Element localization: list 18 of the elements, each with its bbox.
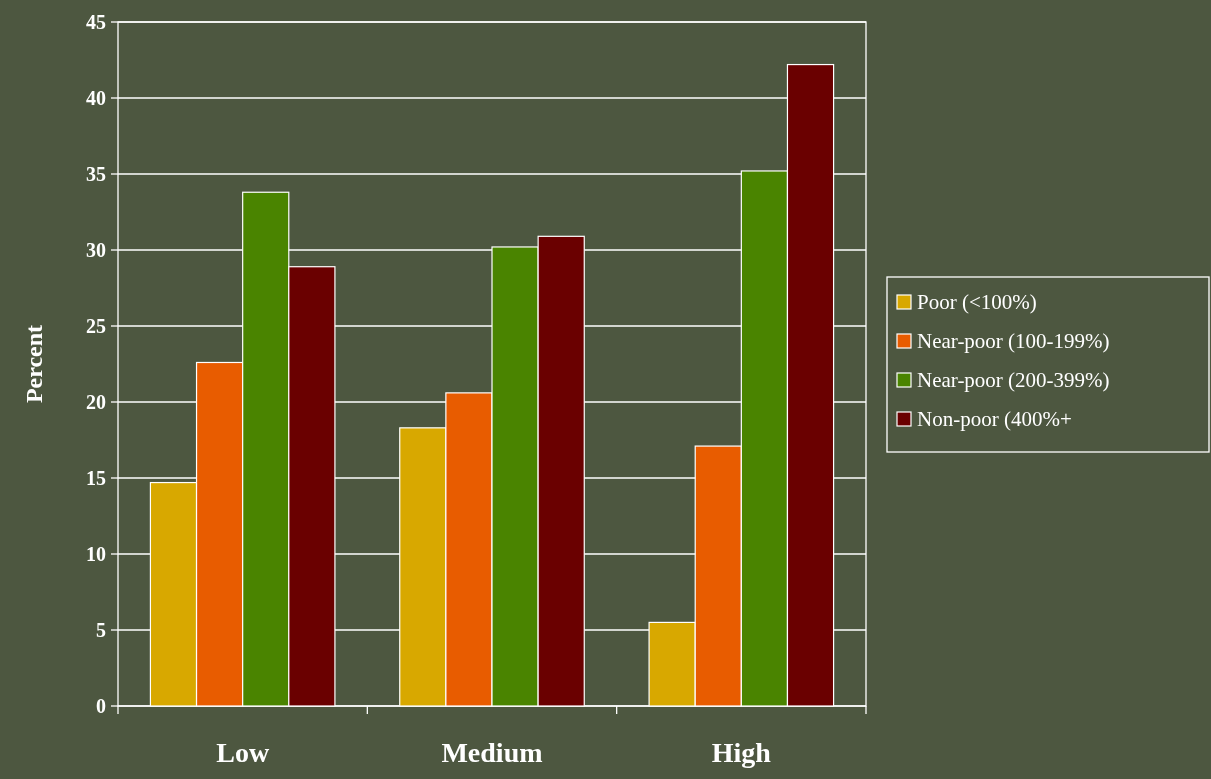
y-axis-title: Percent [21,324,47,404]
y-tick-label: 30 [86,239,106,261]
y-tick-label: 10 [86,543,106,565]
y-tick-label: 0 [96,695,106,717]
x-tick-label: Medium [441,737,543,768]
legend-label: Non-poor (400%+ [917,407,1072,432]
y-tick-label: 20 [86,391,106,413]
y-tick-label: 15 [86,467,106,489]
y-tick-label: 5 [96,619,106,641]
x-tick-label: Low [216,737,270,768]
legend-label: Near-poor (200-399%) [917,368,1110,393]
x-tick-label: High [711,737,772,768]
legend-label: Near-poor (100-199%) [917,329,1110,354]
legend-label: Poor (<100%) [917,290,1037,315]
y-tick-label: 25 [86,315,106,337]
y-tick-label: 45 [86,11,106,33]
y-tick-label: 35 [86,163,106,185]
y-tick-label: 40 [86,87,106,109]
